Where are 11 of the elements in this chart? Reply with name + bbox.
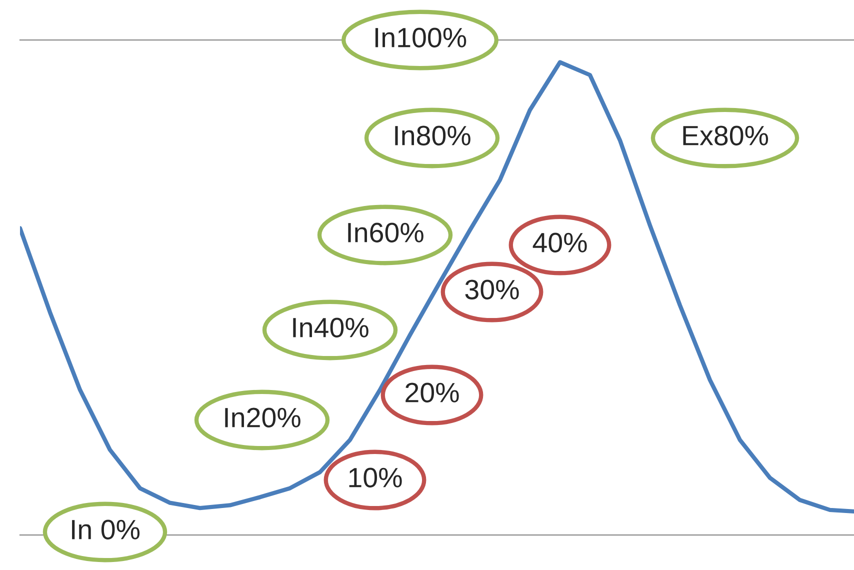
annotation: 20% <box>406 382 459 402</box>
annotation: In 0% <box>72 520 140 540</box>
annotation: In80% <box>395 126 470 146</box>
annotation: 30% <box>465 280 519 300</box>
annotation: In20% <box>225 408 300 428</box>
annotation: Ex80% <box>683 126 768 146</box>
annotation: 40% <box>532 232 587 252</box>
annotation: In40% <box>293 318 368 338</box>
annotation: 10% <box>349 468 402 488</box>
text: In100% <box>375 28 466 48</box>
annotation: In60% <box>348 222 424 242</box>
